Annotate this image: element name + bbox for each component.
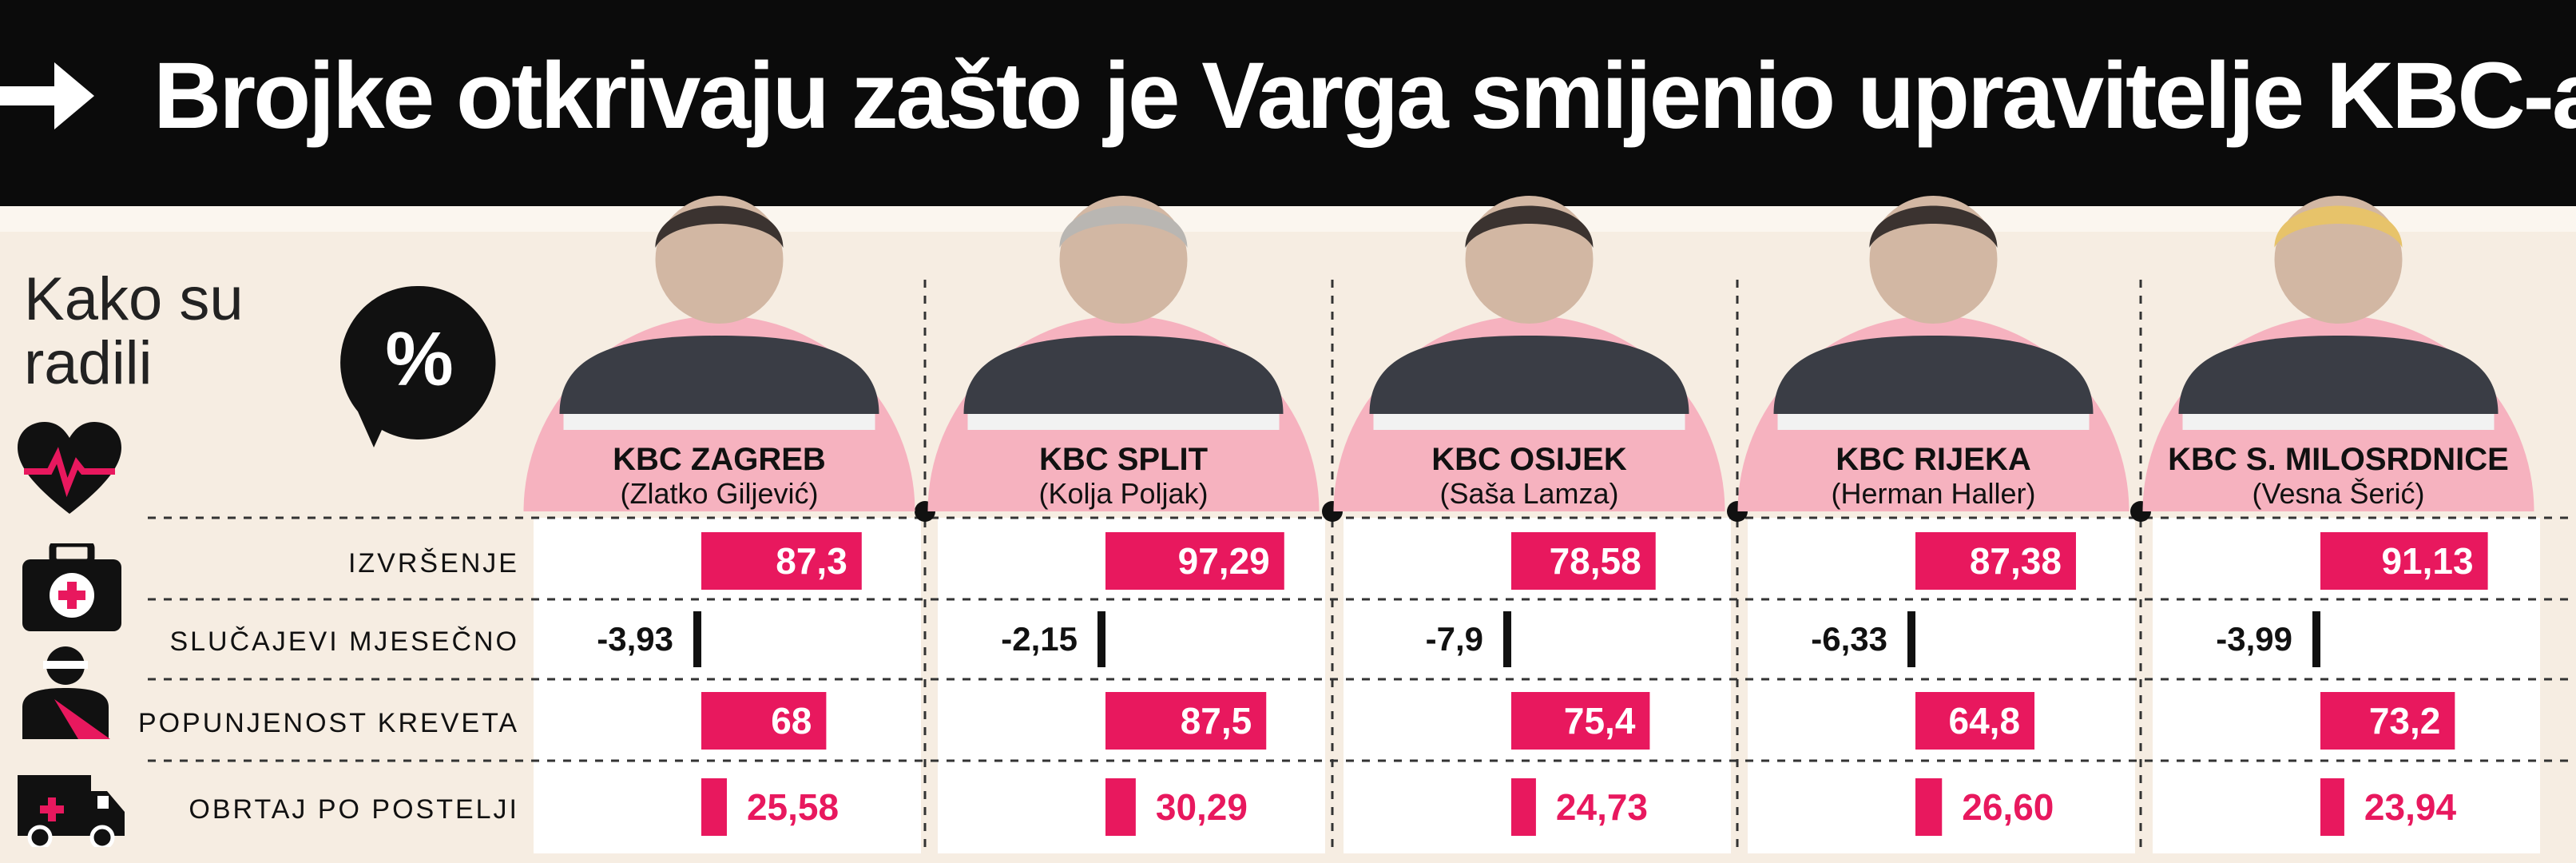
bar-2-0	[701, 692, 827, 750]
portrait-base-1	[967, 414, 1280, 430]
metric-label-0: IZVRŠENJE	[348, 548, 519, 579]
value-label-2-0: 68	[771, 700, 812, 742]
portrait-head-0	[655, 196, 784, 324]
portrait-body-1	[963, 336, 1284, 414]
value-label-1-4: -3,99	[2216, 620, 2292, 658]
director-name-2: (Saša Lamza)	[1439, 477, 1618, 510]
director-name-4: (Vesna Šerić)	[2252, 477, 2424, 510]
value-label-1-0: -3,93	[597, 620, 673, 658]
portrait-base-2	[1373, 414, 1685, 430]
value-label-0-1: 97,29	[1178, 540, 1270, 582]
hospital-name-0: KBC ZAGREB	[613, 442, 826, 477]
value-label-1-2: -7,9	[1426, 620, 1483, 658]
portrait-hair-3	[1869, 205, 1998, 248]
portrait-base-0	[563, 414, 875, 430]
bar-0-0	[701, 532, 862, 590]
bar-3-2	[1511, 778, 1536, 836]
bar-1-1	[1097, 611, 1105, 667]
headline-banner: Brojke otkrivaju zašto je Varga smijenio…	[0, 0, 2576, 206]
value-label-1-1: -2,15	[1001, 620, 1078, 658]
hospital-name-3: KBC RIJEKA	[1836, 442, 2030, 477]
ambulance-icon	[18, 775, 125, 847]
portrait-hair-4	[2274, 205, 2403, 248]
bar-1-3	[1907, 611, 1915, 667]
portrait-body-0	[559, 336, 879, 414]
metric-label-3: OBRTAJ PO POSTELJI	[189, 794, 519, 825]
intro-line-2: radili	[24, 329, 153, 397]
bar-3-4	[2320, 778, 2344, 836]
metric-label-1: SLUČAJEVI MJESEČNO	[169, 626, 519, 657]
bar-2-3	[1915, 692, 2035, 750]
bar-2-1	[1105, 692, 1267, 750]
header-band	[0, 206, 2576, 232]
value-label-0-2: 78,58	[1550, 540, 1641, 582]
value-label-3-3: 26,60	[1962, 786, 2054, 828]
value-label-0-3: 87,38	[1970, 540, 2062, 582]
director-name-1: (Kolja Poljak)	[1038, 477, 1208, 510]
bar-0-4	[2320, 532, 2488, 590]
portrait-body-4	[2178, 336, 2499, 414]
value-label-3-0: 25,58	[747, 786, 839, 828]
hospital-name-4: KBC S. MILOSRDNICE	[2168, 442, 2509, 477]
medical-kit-icon	[22, 543, 121, 631]
value-label-3-1: 30,29	[1156, 786, 1248, 828]
portrait-head-4	[2274, 196, 2403, 324]
value-label-0-0: 87,3	[776, 540, 847, 582]
metric-label-2: POPUNJENOST KREVETA	[138, 708, 519, 738]
heart-pulse-icon	[18, 422, 121, 514]
intro-line-1: Kako su	[24, 265, 244, 333]
portrait-body-3	[1773, 336, 2094, 414]
arrow-right-icon	[0, 62, 94, 129]
bar-3-1	[1105, 778, 1136, 836]
portrait-hair-0	[655, 205, 784, 248]
bar-3-3	[1915, 778, 1943, 836]
value-label-0-4: 91,13	[2381, 540, 2473, 582]
bar-0-2	[1511, 532, 1656, 590]
value-label-1-3: -6,33	[1811, 620, 1887, 658]
patient-bed-icon	[22, 646, 110, 739]
portrait-base-4	[2182, 414, 2495, 430]
hospital-name-1: KBC SPLIT	[1039, 442, 1208, 477]
value-label-2-3: 64,8	[1949, 700, 2021, 742]
hospital-name-2: KBC OSIJEK	[1431, 442, 1627, 477]
value-label-3-2: 24,73	[1556, 786, 1648, 828]
value-label-2-4: 73,2	[2369, 700, 2441, 742]
portrait-base-3	[1777, 414, 2090, 430]
portrait-hair-1	[1059, 205, 1188, 248]
bar-0-1	[1105, 532, 1284, 590]
intro-text: Kako su radili	[24, 268, 244, 396]
headline: Brojke otkrivaju zašto je Varga smijenio…	[153, 43, 2576, 149]
portrait-head-2	[1465, 196, 1594, 324]
portrait-body-2	[1369, 336, 1689, 414]
director-name-0: (Zlatko Giljević)	[620, 477, 818, 510]
percent-symbol: %	[385, 316, 454, 402]
bar-2-4	[2320, 692, 2455, 750]
portrait-hair-2	[1465, 205, 1594, 248]
bar-3-0	[701, 778, 727, 836]
value-label-2-1: 87,5	[1181, 700, 1252, 742]
portrait-head-1	[1059, 196, 1188, 324]
bar-1-0	[693, 611, 701, 667]
bar-0-3	[1915, 532, 2076, 590]
director-name-3: (Herman Haller)	[1831, 477, 2035, 510]
value-label-3-4: 23,94	[2364, 786, 2457, 828]
bar-1-4	[2312, 611, 2320, 667]
percent-bubble-icon	[340, 285, 496, 447]
bar-2-2	[1511, 692, 1650, 750]
bar-1-2	[1503, 611, 1511, 667]
value-label-2-2: 75,4	[1564, 700, 1636, 742]
portrait-head-3	[1869, 196, 1998, 324]
